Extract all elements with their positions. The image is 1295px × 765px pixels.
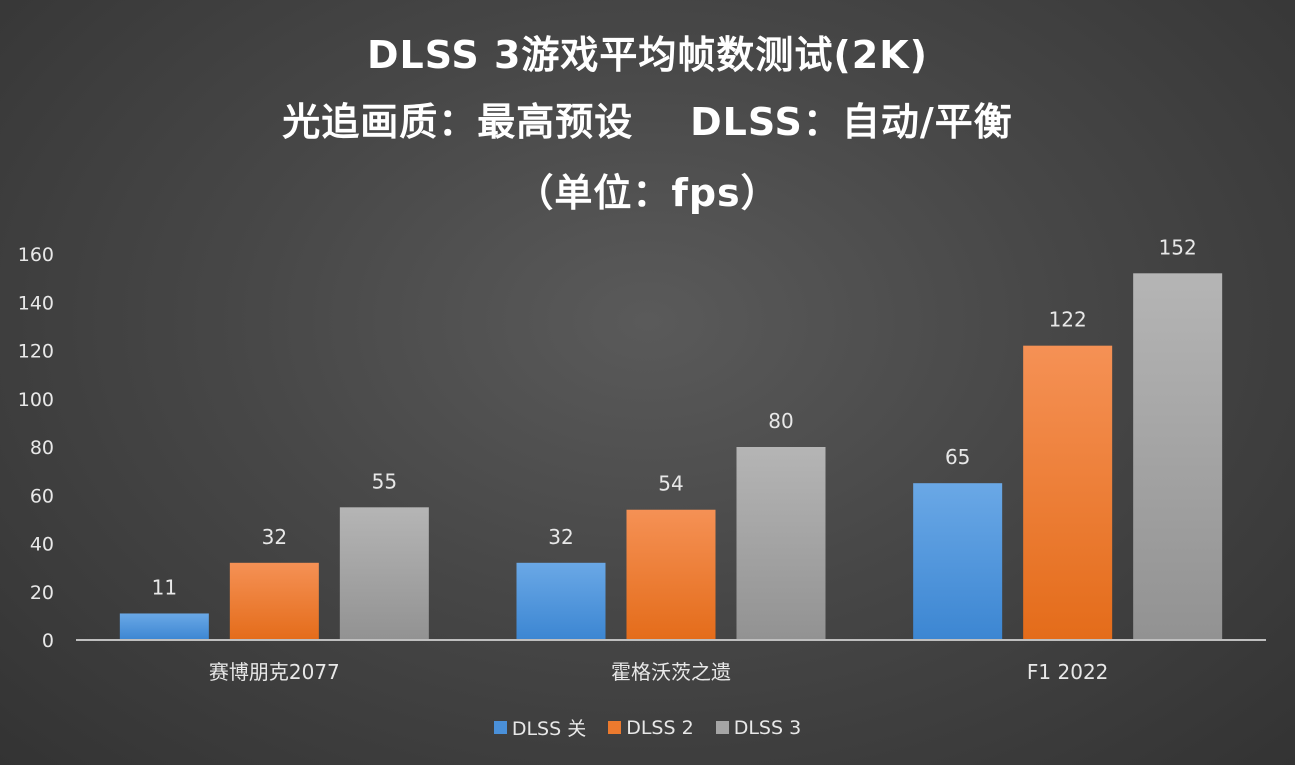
data-label: 55: [372, 469, 397, 493]
legend-item: DLSS 2: [608, 714, 694, 741]
y-tick-label: 120: [18, 341, 54, 363]
bar-dlss-2-0: [229, 562, 319, 640]
y-tick-label: 80: [30, 437, 54, 459]
y-tick-label: 60: [30, 485, 54, 507]
bars: [119, 273, 1223, 640]
y-tick-label: 40: [30, 534, 54, 556]
y-axis: 0 20 40 60 80 100 120 140 160: [18, 244, 54, 652]
legend-label: DLSS 2: [626, 716, 694, 739]
x-category-label: 霍格沃茨之遗: [611, 660, 731, 684]
legend-label: DLSS 关: [511, 718, 587, 740]
chart-title-line-1: DLSS 3游戏平均帧数测试(2K): [366, 33, 929, 77]
legend-label: DLSS 3: [733, 716, 802, 739]
legend-swatch: [608, 721, 622, 734]
x-axis-categories: 赛博朋克2077 霍格沃茨之遗 F1 2022: [209, 660, 1109, 684]
bar-dlss-关-1: [516, 562, 606, 640]
data-label: 11: [152, 575, 177, 599]
data-label: 80: [768, 409, 793, 433]
data-label: 122: [1049, 308, 1087, 332]
legend-swatch: [715, 721, 729, 734]
data-label: 65: [945, 445, 970, 469]
legend-item: DLSS 关: [493, 714, 587, 741]
bar-dlss-2-2: [1023, 345, 1113, 640]
y-tick-label: 0: [42, 630, 54, 652]
legend-swatch: [493, 721, 507, 734]
y-tick-label: 160: [18, 244, 54, 266]
y-tick-label: 140: [18, 292, 54, 314]
bar-dlss-2-1: [626, 509, 716, 640]
x-category-label: 赛博朋克2077: [209, 660, 340, 684]
y-tick-label: 20: [30, 582, 54, 604]
data-label: 152: [1159, 235, 1197, 259]
data-label: 54: [658, 472, 683, 496]
data-label: 32: [548, 525, 573, 549]
chart-title-line-2: 光追画质：最高预设 DLSS：自动/平衡: [282, 100, 1013, 144]
y-tick-label: 100: [18, 389, 54, 411]
bar-dlss-3-2: [1133, 273, 1223, 640]
x-category-label: F1 2022: [1027, 660, 1108, 684]
bar-dlss-关-0: [119, 613, 209, 640]
chart-title-line-3: （单位：fps）: [515, 171, 780, 215]
bar-dlss-3-0: [339, 507, 429, 640]
legend-item: DLSS 3: [715, 714, 802, 741]
bar-dlss-关-2: [913, 483, 1003, 640]
bar-dlss-3-1: [736, 447, 826, 640]
legend: DLSS 关 DLSS 2 DLSS 3: [0, 714, 1295, 741]
data-label: 32: [262, 525, 287, 549]
data-labels: 11 32 55 32 54 80 65 122 152: [152, 235, 1197, 599]
